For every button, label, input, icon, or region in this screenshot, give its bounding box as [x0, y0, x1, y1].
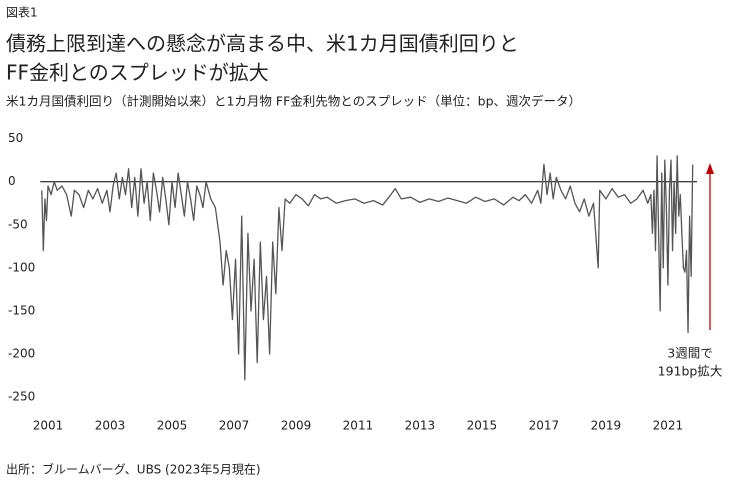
chart-title: 債務上限到達への懸念が高まる中、米1カ月国債利回りと	[6, 32, 519, 56]
x-tick-label: 2013	[405, 419, 436, 433]
x-tick-label: 2001	[33, 419, 64, 433]
line	[41, 155, 694, 381]
x-tick-label: 2017	[529, 419, 560, 433]
annotation: 191bp拡大	[658, 364, 723, 379]
arrow-head	[706, 163, 714, 174]
annotation: 3週間で	[667, 346, 712, 361]
y-tick-label: -200	[8, 347, 35, 361]
x-tick-label: 2003	[95, 419, 126, 433]
y-tick-label: 0	[8, 174, 16, 188]
x-tick-label: 2009	[281, 419, 312, 433]
x-tick-label: 2007	[219, 419, 250, 433]
y-tick-label: -100	[8, 260, 35, 274]
y-tick-label: 50	[8, 131, 23, 145]
x-tick-label: 2015	[467, 419, 498, 433]
x-tick-label: 2019	[591, 419, 622, 433]
figure-label: 図表1	[6, 6, 38, 20]
chart-subtitle: 米1カ月国債利回り（計測開始以来）と1カ月物 FF金利先物とのスプレッド（単位：…	[6, 94, 581, 109]
y-tick-label: -150	[8, 303, 35, 317]
y-tick-label: -50	[8, 217, 28, 231]
y-tick-label: -250	[8, 390, 35, 404]
x-tick-label: 2021	[653, 419, 684, 433]
chart-title: FF金利とのスプレッドが拡大	[6, 61, 269, 85]
x-tick-label: 2011	[343, 419, 374, 433]
x-tick-label: 2005	[157, 419, 188, 433]
source: 出所：ブルームバーグ、UBS (2023年5月現在)	[6, 462, 261, 477]
